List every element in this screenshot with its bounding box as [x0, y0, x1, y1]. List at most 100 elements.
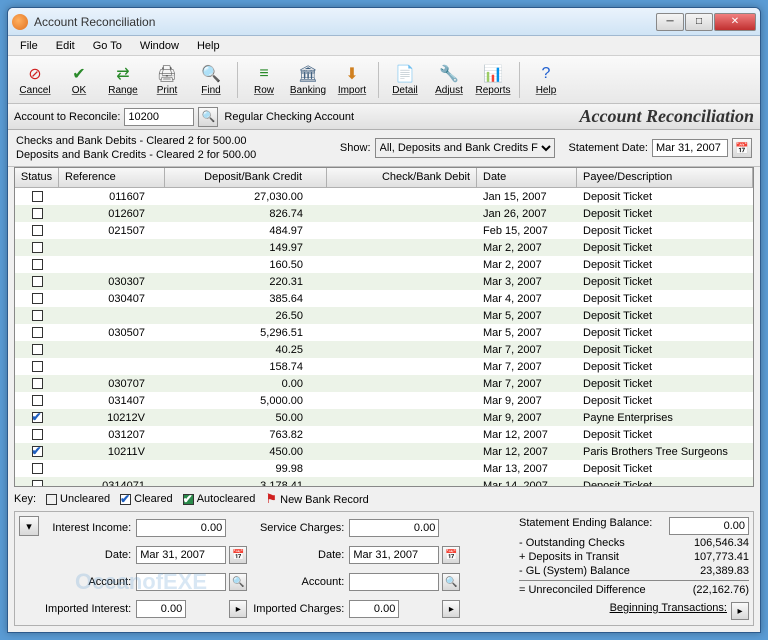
col-debit[interactable]: Check/Bank Debit [327, 168, 477, 187]
calendar-button[interactable]: 📅 [732, 138, 752, 158]
arrow-button[interactable]: ▸ [442, 600, 460, 618]
toolbar-reports-button[interactable]: 📊Reports [472, 59, 514, 101]
table-row[interactable]: 149.97Mar 2, 2007Deposit Ticket [15, 239, 753, 256]
table-row[interactable]: 99.98Mar 13, 2007Deposit Ticket [15, 460, 753, 477]
toolbar-print-button[interactable]: 🖨Print [146, 59, 188, 101]
table-row[interactable]: 031207763.82Mar 12, 2007Deposit Ticket [15, 426, 753, 443]
toolbar-import-button[interactable]: ⬇Import [331, 59, 373, 101]
service-date-input[interactable] [349, 546, 439, 564]
page-heading: Account Reconciliation [579, 106, 754, 127]
col-date[interactable]: Date [477, 168, 577, 187]
menu-edit[interactable]: Edit [48, 38, 83, 54]
status-checkbox[interactable] [32, 378, 43, 389]
close-button[interactable]: ✕ [714, 13, 756, 31]
status-checkbox[interactable] [32, 293, 43, 304]
maximize-button[interactable]: □ [685, 13, 713, 31]
status-checkbox[interactable] [32, 259, 43, 270]
calendar-icon[interactable]: 📅 [442, 546, 460, 564]
cancel-icon: ⊘ [25, 64, 45, 84]
table-row[interactable]: 01160727,030.00Jan 15, 2007Deposit Ticke… [15, 188, 753, 205]
bottom-panel: ▾ Interest Income: Date: 📅 Account: 🔍 Im… [14, 511, 754, 626]
beginning-trans-label: Beginning Transactions: [610, 602, 727, 620]
status-checkbox[interactable] [32, 412, 43, 423]
toolbar: ⊘Cancel✔OK⇄Range🖨Print🔍Find ≡Row🏛Banking⬇… [8, 56, 760, 104]
lookup-icon[interactable]: 🔍 [229, 573, 247, 591]
table-row[interactable]: 26.50Mar 5, 2007Deposit Ticket [15, 307, 753, 324]
status-checkbox[interactable] [32, 446, 43, 457]
table-row[interactable]: 160.50Mar 2, 2007Deposit Ticket [15, 256, 753, 273]
toolbar-range-button[interactable]: ⇄Range [102, 59, 144, 101]
table-row[interactable]: 030307220.31Mar 3, 2007Deposit Ticket [15, 273, 753, 290]
status-checkbox[interactable] [32, 395, 43, 406]
col-payee[interactable]: Payee/Description [577, 168, 753, 187]
table-row[interactable]: 0307070.00Mar 7, 2007Deposit Ticket [15, 375, 753, 392]
table-row[interactable]: 0314075,000.00Mar 9, 2007Deposit Ticket [15, 392, 753, 409]
ending-balance-input[interactable] [669, 517, 749, 535]
titlebar[interactable]: Account Reconciliation ─ □ ✕ [8, 8, 760, 36]
arrow-button[interactable]: ▸ [229, 600, 247, 618]
status-checkbox[interactable] [32, 225, 43, 236]
service-input[interactable] [349, 519, 439, 537]
status-checkbox[interactable] [32, 276, 43, 287]
expand-button[interactable]: ▾ [19, 516, 39, 536]
account-input[interactable] [124, 108, 194, 126]
table-row[interactable]: 03140713,178.41Mar 14, 2007Deposit Ticke… [15, 477, 753, 486]
col-credit[interactable]: Deposit/Bank Credit [165, 168, 327, 187]
ending-balance-label: Statement Ending Balance: [519, 517, 652, 535]
status-checkbox[interactable] [32, 463, 43, 474]
print-icon: 🖨 [157, 64, 177, 84]
ok-icon: ✔ [69, 64, 89, 84]
table-row[interactable]: 10212V50.00Mar 9, 2007Payne Enterprises [15, 409, 753, 426]
status-checkbox[interactable] [32, 344, 43, 355]
gl-value: 23,389.83 [700, 565, 749, 577]
status-checkbox[interactable] [32, 208, 43, 219]
service-account-input[interactable] [349, 573, 439, 591]
calendar-icon[interactable]: 📅 [229, 546, 247, 564]
toolbar-detail-button[interactable]: 📄Detail [384, 59, 426, 101]
col-reference[interactable]: Reference [59, 168, 165, 187]
banking-icon: 🏛 [298, 64, 318, 84]
minimize-button[interactable]: ─ [656, 13, 684, 31]
table-row[interactable]: 030407385.64Mar 4, 2007Deposit Ticket [15, 290, 753, 307]
app-window: Account Reconciliation ─ □ ✕ FileEditGo … [7, 7, 761, 633]
status-checkbox[interactable] [32, 480, 43, 486]
account-lookup-button[interactable]: 🔍 [198, 107, 218, 127]
table-row[interactable]: 10211V450.00Mar 12, 2007Paris Brothers T… [15, 443, 753, 460]
table-row[interactable]: 0305075,296.51Mar 5, 2007Deposit Ticket [15, 324, 753, 341]
table-row[interactable]: 021507484.97Feb 15, 2007Deposit Ticket [15, 222, 753, 239]
interest-input[interactable] [136, 519, 226, 537]
toolbar-help-button[interactable]: ?Help [525, 59, 567, 101]
status-checkbox[interactable] [32, 327, 43, 338]
interest-account-input[interactable] [136, 573, 226, 591]
menu-window[interactable]: Window [132, 38, 187, 54]
interest-date-input[interactable] [136, 546, 226, 564]
table-row[interactable]: 012607826.74Jan 26, 2007Deposit Ticket [15, 205, 753, 222]
menu-help[interactable]: Help [189, 38, 228, 54]
toolbar-find-button[interactable]: 🔍Find [190, 59, 232, 101]
imported-charges-input[interactable] [349, 600, 399, 618]
lookup-icon[interactable]: 🔍 [442, 573, 460, 591]
table-row[interactable]: 40.25Mar 7, 2007Deposit Ticket [15, 341, 753, 358]
status-checkbox[interactable] [32, 242, 43, 253]
menu-file[interactable]: File [12, 38, 46, 54]
col-status[interactable]: Status [15, 168, 59, 187]
service-column: Service Charges: Date: 📅 Account: 🔍 Impo… [253, 516, 460, 621]
beginning-trans-button[interactable]: ▸ [731, 602, 749, 620]
toolbar-row-button[interactable]: ≡Row [243, 59, 285, 101]
toolbar-adjust-button[interactable]: 🔧Adjust [428, 59, 470, 101]
table-row[interactable]: 158.74Mar 7, 2007Deposit Ticket [15, 358, 753, 375]
menu-goto[interactable]: Go To [85, 38, 130, 54]
status-checkbox[interactable] [32, 361, 43, 372]
statement-date-input[interactable] [652, 139, 728, 157]
show-select[interactable]: All, Deposits and Bank Credits First [375, 138, 555, 158]
status-checkbox[interactable] [32, 429, 43, 440]
key-newrecord: New Bank Record [280, 494, 369, 506]
imported-interest-label: Imported Interest: [45, 603, 133, 615]
grid-body[interactable]: 01160727,030.00Jan 15, 2007Deposit Ticke… [15, 188, 753, 486]
imported-interest-input[interactable] [136, 600, 186, 618]
toolbar-cancel-button[interactable]: ⊘Cancel [14, 59, 56, 101]
status-checkbox[interactable] [32, 191, 43, 202]
toolbar-banking-button[interactable]: 🏛Banking [287, 59, 329, 101]
status-checkbox[interactable] [32, 310, 43, 321]
toolbar-ok-button[interactable]: ✔OK [58, 59, 100, 101]
